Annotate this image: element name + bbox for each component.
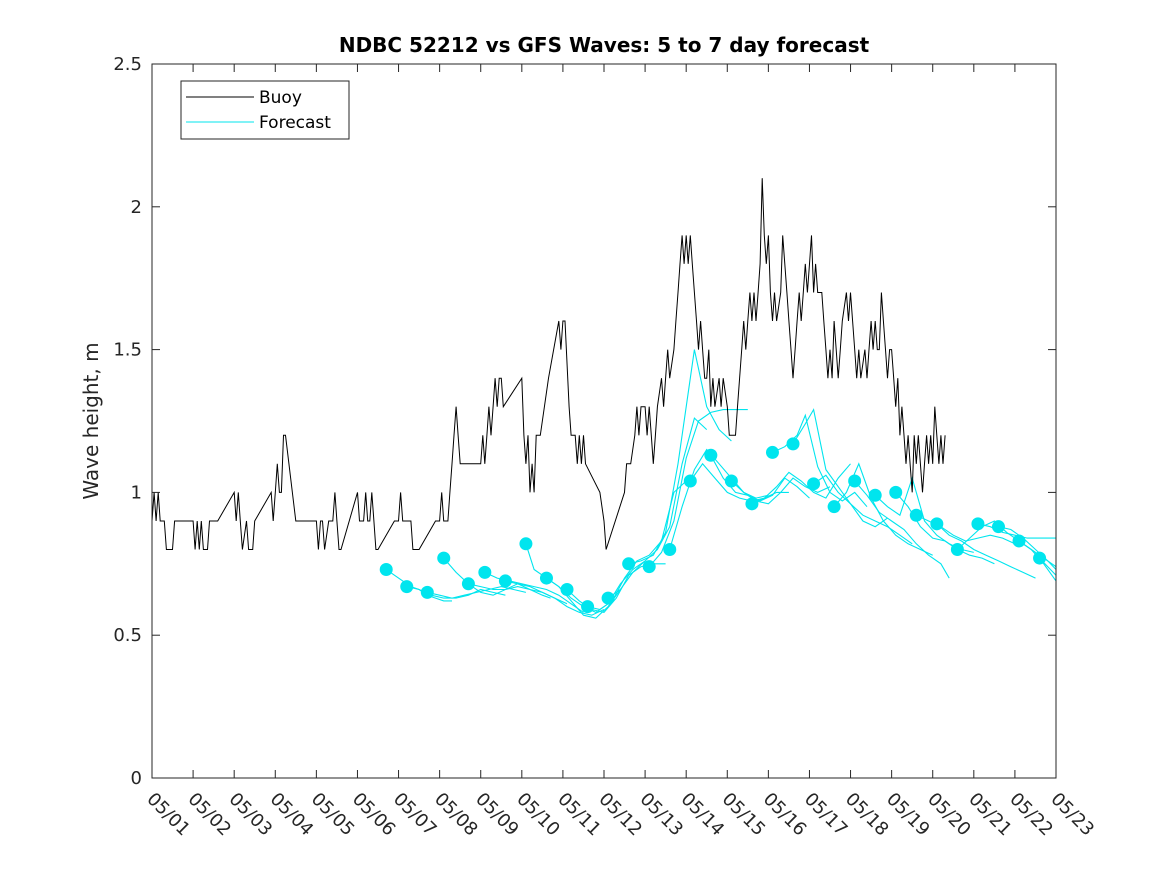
forecast-line bbox=[607, 417, 708, 599]
forecast-marker bbox=[868, 488, 882, 502]
forecast-marker bbox=[930, 517, 944, 531]
forecast-line bbox=[792, 408, 888, 528]
forecast-line bbox=[751, 463, 851, 505]
legend: Buoy Forecast bbox=[180, 80, 350, 140]
forecast-marker bbox=[498, 574, 512, 588]
legend-forecast-label: Forecast bbox=[259, 113, 331, 133]
forecast-marker bbox=[724, 474, 738, 488]
forecast-marker bbox=[478, 565, 492, 579]
y-tick-label: 0 bbox=[131, 768, 142, 789]
forecast-line bbox=[669, 448, 769, 550]
y-tick-label: 1 bbox=[131, 482, 142, 503]
forecast-marker bbox=[601, 591, 615, 605]
forecast-marker bbox=[827, 500, 841, 514]
forecast-marker bbox=[581, 600, 595, 614]
buoy-series bbox=[151, 178, 946, 550]
y-axis: 0 0.5 1 1.5 2 2.5 bbox=[113, 54, 1056, 789]
forecast-line bbox=[689, 462, 789, 502]
forecast-marker bbox=[379, 563, 393, 577]
forecast-marker bbox=[622, 557, 636, 571]
legend-buoy-label: Buoy bbox=[259, 88, 302, 108]
y-tick-label: 0.5 bbox=[113, 625, 142, 646]
forecast-marker bbox=[461, 577, 475, 591]
forecast-line bbox=[936, 523, 1036, 579]
buoy-line bbox=[151, 178, 946, 550]
forecast-series bbox=[379, 349, 1057, 619]
forecast-line bbox=[443, 557, 551, 599]
forecast-line bbox=[648, 409, 748, 568]
forecast-marker bbox=[437, 551, 451, 565]
forecast-marker bbox=[1012, 534, 1026, 548]
y-tick-label: 1.5 bbox=[113, 340, 142, 361]
forecast-line bbox=[813, 474, 913, 545]
legend-box bbox=[180, 80, 350, 140]
forecast-marker bbox=[991, 520, 1005, 534]
y-tick-label: 2 bbox=[131, 197, 142, 218]
forecast-line bbox=[998, 526, 1057, 570]
forecast-marker bbox=[400, 580, 414, 594]
axes-background bbox=[152, 64, 1056, 778]
forecast-marker bbox=[950, 543, 964, 557]
forecast-marker bbox=[848, 474, 862, 488]
forecast-marker bbox=[1033, 551, 1047, 565]
y-tick-label: 2.5 bbox=[113, 54, 142, 75]
forecast-marker bbox=[765, 445, 779, 459]
forecast-marker bbox=[909, 508, 923, 522]
forecast-marker bbox=[683, 474, 697, 488]
forecast-marker bbox=[745, 497, 759, 511]
forecast-line bbox=[525, 543, 621, 619]
forecast-marker bbox=[889, 485, 903, 499]
plot-area bbox=[151, 63, 1057, 779]
forecast-line bbox=[854, 480, 950, 579]
forecast-marker bbox=[420, 585, 434, 599]
forecast-marker bbox=[663, 543, 677, 557]
forecast-marker bbox=[519, 537, 533, 551]
forecast-line bbox=[628, 349, 732, 565]
y-axis-label: Wave height, m bbox=[79, 342, 103, 499]
forecast-line bbox=[731, 477, 831, 505]
forecast-marker bbox=[807, 477, 821, 491]
forecast-line bbox=[505, 580, 605, 616]
forecast-marker bbox=[971, 517, 985, 531]
forecast-marker bbox=[539, 571, 553, 585]
forecast-marker bbox=[642, 560, 656, 574]
forecast-marker bbox=[786, 437, 800, 451]
chart-title: NDBC 52212 vs GFS Waves: 5 to 7 day fore… bbox=[339, 33, 870, 57]
forecast-marker bbox=[560, 583, 574, 597]
forecast-marker bbox=[704, 448, 718, 462]
